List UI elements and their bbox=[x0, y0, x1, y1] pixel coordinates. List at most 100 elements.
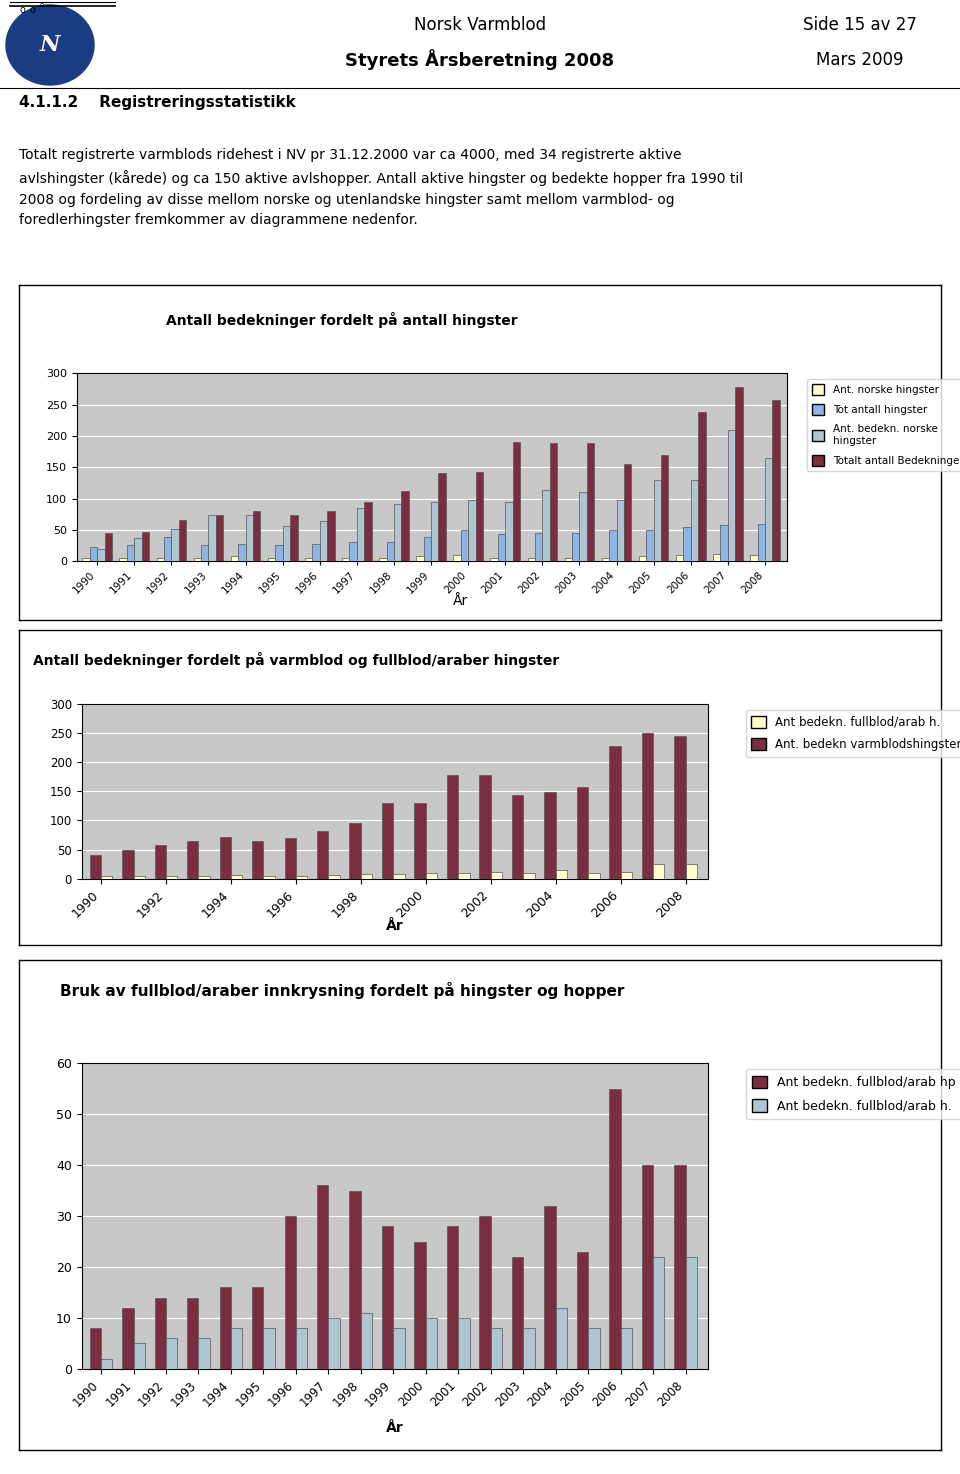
Bar bbox=[349, 824, 361, 879]
Text: o: o bbox=[29, 4, 35, 15]
Bar bbox=[765, 458, 773, 562]
Bar bbox=[564, 559, 572, 562]
Bar bbox=[535, 534, 542, 562]
Bar bbox=[296, 1328, 307, 1369]
Bar bbox=[646, 529, 654, 562]
Bar bbox=[713, 554, 720, 562]
Text: N: N bbox=[39, 34, 60, 56]
Bar bbox=[528, 559, 535, 562]
Bar bbox=[263, 876, 275, 879]
Bar bbox=[282, 526, 290, 562]
Bar bbox=[513, 442, 520, 562]
Bar bbox=[491, 1328, 502, 1369]
Bar bbox=[122, 849, 133, 879]
Bar bbox=[610, 746, 620, 879]
Bar bbox=[431, 501, 439, 562]
Bar bbox=[379, 559, 387, 562]
Bar bbox=[119, 559, 127, 562]
Bar bbox=[97, 548, 105, 562]
Bar bbox=[133, 876, 145, 879]
Bar bbox=[199, 1338, 210, 1369]
Bar bbox=[187, 840, 199, 879]
Bar bbox=[512, 1257, 523, 1369]
Bar bbox=[468, 500, 475, 562]
Text: Totalt registrerte varmblods ridehest i NV pr 31.12.2000 var ca 4000, med 34 reg: Totalt registrerte varmblods ridehest i … bbox=[19, 149, 743, 227]
Bar bbox=[685, 1257, 697, 1369]
Bar bbox=[246, 514, 253, 562]
Bar bbox=[361, 1313, 372, 1369]
Bar bbox=[674, 1164, 685, 1369]
Bar bbox=[491, 871, 502, 879]
Bar bbox=[453, 554, 461, 562]
Bar bbox=[357, 509, 364, 562]
Bar bbox=[305, 559, 312, 562]
Bar bbox=[394, 874, 405, 879]
Bar bbox=[720, 525, 728, 562]
Bar bbox=[156, 559, 164, 562]
Bar bbox=[498, 534, 505, 562]
Legend: Ant bedekn. fullblod/arab h., Ant. bedekn varmblodshingster: Ant bedekn. fullblod/arab h., Ant. bedek… bbox=[746, 709, 960, 758]
Text: Norsk Varmblod: Norsk Varmblod bbox=[414, 16, 546, 34]
Ellipse shape bbox=[6, 4, 94, 85]
Bar bbox=[417, 556, 423, 562]
Bar bbox=[750, 554, 757, 562]
Bar bbox=[676, 554, 684, 562]
Bar bbox=[641, 733, 653, 879]
Bar bbox=[638, 556, 646, 562]
Bar bbox=[523, 873, 535, 879]
Bar bbox=[101, 876, 112, 879]
Bar bbox=[101, 1359, 112, 1369]
Text: År: År bbox=[453, 594, 468, 609]
Bar bbox=[155, 1297, 166, 1369]
Bar bbox=[317, 831, 328, 879]
Bar bbox=[439, 473, 445, 562]
Bar bbox=[556, 870, 567, 879]
Bar bbox=[90, 547, 97, 562]
Text: Bruk av fullblod/araber innkrysning fordelt på hingster og hopper: Bruk av fullblod/araber innkrysning ford… bbox=[60, 982, 624, 999]
Bar bbox=[426, 873, 437, 879]
Bar bbox=[252, 1287, 263, 1369]
Bar bbox=[544, 1206, 556, 1369]
Bar bbox=[296, 876, 307, 879]
Legend: Ant bedekn. fullblod/arab hp, Ant bedekn. fullblod/arab h.: Ant bedekn. fullblod/arab hp, Ant bedekn… bbox=[746, 1070, 960, 1119]
Bar bbox=[394, 1328, 405, 1369]
Bar bbox=[458, 1318, 469, 1369]
Bar bbox=[327, 511, 335, 562]
Bar bbox=[691, 479, 698, 562]
Bar bbox=[187, 1297, 199, 1369]
Text: o: o bbox=[40, 1, 44, 7]
Bar bbox=[757, 523, 765, 562]
Bar bbox=[550, 444, 557, 562]
Bar bbox=[328, 1318, 340, 1369]
Bar bbox=[394, 504, 401, 562]
Bar bbox=[728, 430, 735, 562]
Bar bbox=[166, 1338, 178, 1369]
Bar bbox=[284, 837, 296, 879]
Bar bbox=[231, 1328, 242, 1369]
Bar bbox=[461, 529, 468, 562]
Bar bbox=[231, 874, 242, 879]
Bar bbox=[735, 388, 743, 562]
Bar bbox=[654, 479, 661, 562]
Bar bbox=[641, 1164, 653, 1369]
Bar bbox=[698, 413, 706, 562]
Bar bbox=[155, 845, 166, 879]
Bar bbox=[290, 514, 298, 562]
Bar bbox=[179, 520, 186, 562]
Bar bbox=[312, 544, 320, 562]
Bar bbox=[133, 1343, 145, 1369]
Bar bbox=[263, 1328, 275, 1369]
Bar bbox=[216, 516, 224, 562]
Bar bbox=[588, 873, 599, 879]
Bar bbox=[610, 529, 616, 562]
Bar bbox=[201, 545, 208, 562]
Bar bbox=[447, 1226, 458, 1369]
Bar bbox=[684, 526, 691, 562]
Bar bbox=[172, 529, 179, 562]
Bar bbox=[349, 1191, 361, 1369]
Text: Antall bedekninger fordelt på varmblod og fullblod/araber hingster: Antall bedekninger fordelt på varmblod o… bbox=[33, 652, 559, 668]
Bar bbox=[253, 511, 260, 562]
Bar bbox=[382, 1226, 394, 1369]
Bar bbox=[610, 1089, 620, 1369]
Bar bbox=[83, 559, 90, 562]
